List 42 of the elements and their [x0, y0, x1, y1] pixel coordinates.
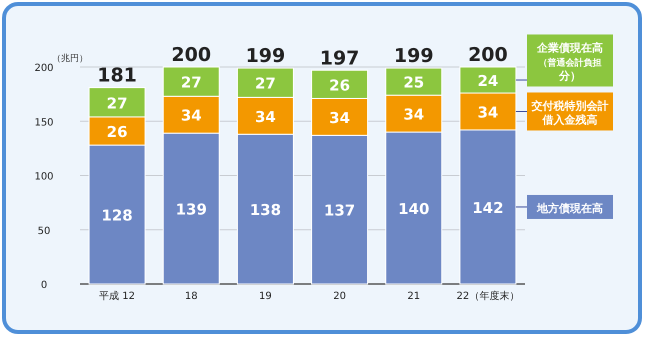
total-label: 181: [97, 64, 137, 87]
y-tick-label: 50: [38, 226, 50, 237]
data-label: 34: [180, 106, 202, 125]
data-label: 27: [180, 74, 202, 92]
data-label: 139: [176, 200, 207, 219]
data-label: 27: [106, 94, 128, 112]
legend-item: 地方債現在高: [515, 194, 613, 219]
total-label: 197: [320, 47, 360, 70]
data-label: 26: [329, 76, 350, 94]
total-label: 199: [394, 45, 434, 68]
series-label: 企業債現在高（普通会計負担分）: [536, 41, 603, 82]
y-tick-label: 0: [40, 280, 48, 291]
x-tick-label: 19: [259, 291, 272, 302]
data-label: 24: [477, 72, 498, 90]
series-label: 地方債現在高: [536, 202, 603, 215]
data-label: 140: [398, 200, 430, 218]
data-label: 25: [403, 74, 424, 92]
x-tick-label: 21: [407, 291, 420, 302]
x-tick-label: 平成 12: [99, 290, 136, 302]
total-label: 199: [246, 45, 286, 68]
x-tick-label: 20: [333, 291, 346, 302]
data-label: 34: [477, 103, 498, 122]
y-tick-label: 200: [34, 63, 54, 74]
series-label: 交付税特別会計借入金残高: [530, 99, 608, 126]
data-label: 27: [254, 74, 276, 93]
y-axis-title: （兆円）: [52, 53, 88, 64]
total-label: 200: [468, 44, 508, 66]
data-label: 34: [403, 106, 424, 124]
data-label: 34: [254, 108, 276, 126]
x-tick-label: 22（年度末）: [456, 290, 520, 302]
x-tick-label: 18: [184, 291, 198, 302]
data-label: 138: [250, 201, 282, 220]
data-label: 142: [472, 198, 504, 217]
data-label: 137: [324, 202, 356, 220]
legend-item: 企業債現在高（普通会計負担分）: [515, 34, 613, 86]
data-label: 128: [101, 206, 133, 225]
y-tick-label: 100: [34, 172, 54, 182]
total-label: 200: [171, 44, 212, 66]
data-label: 26: [106, 123, 128, 142]
legend-item: 交付税特別会計借入金残高: [515, 92, 613, 130]
y-tick-label: 150: [34, 117, 54, 128]
data-label: 34: [329, 108, 350, 127]
